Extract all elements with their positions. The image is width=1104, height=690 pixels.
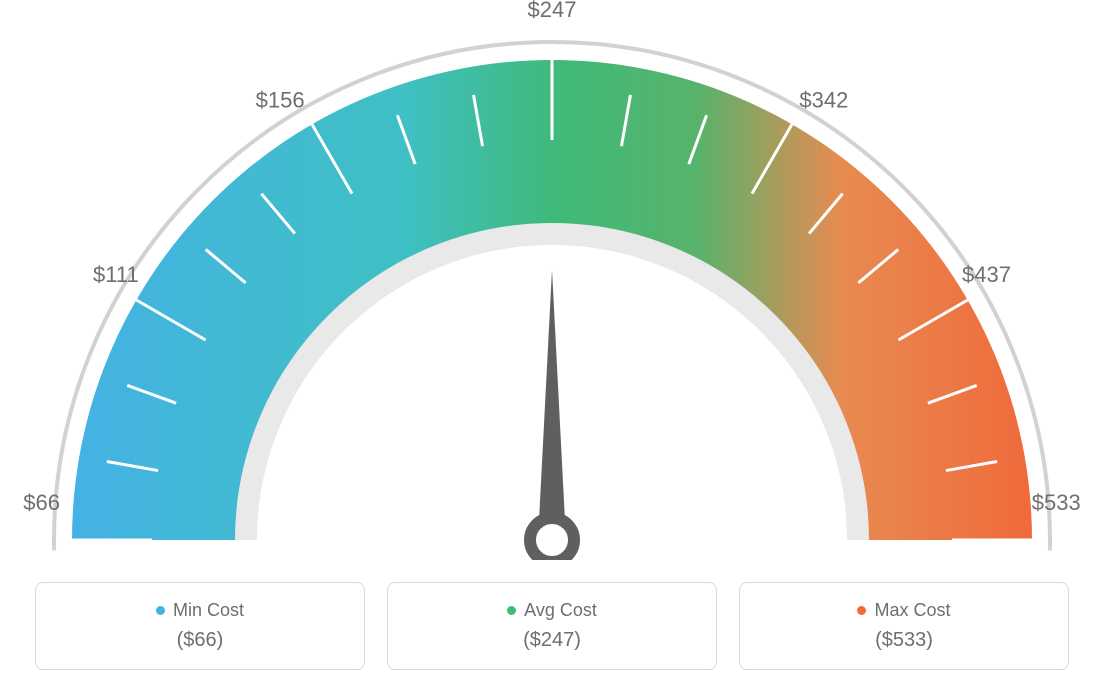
min-cost-card: Min Cost ($66)	[35, 582, 365, 670]
svg-text:$247: $247	[528, 0, 577, 22]
avg-cost-title: Avg Cost	[507, 600, 597, 621]
min-cost-title: Min Cost	[156, 600, 244, 621]
gauge-svg: $66 $111 $156 $247 $342 $437 $533	[22, 0, 1082, 560]
max-dot-icon	[857, 606, 866, 615]
svg-text:$111: $111	[93, 262, 139, 287]
avg-cost-value: ($247)	[523, 629, 581, 652]
summary-row: Min Cost ($66) Avg Cost ($247) Max Cost …	[35, 582, 1069, 670]
max-cost-label: Max Cost	[874, 600, 950, 621]
min-cost-label: Min Cost	[173, 600, 244, 621]
svg-text:$437: $437	[962, 262, 1011, 287]
max-cost-value: ($533)	[875, 629, 933, 652]
min-cost-value: ($66)	[177, 629, 224, 652]
gauge: $66 $111 $156 $247 $342 $437 $533	[22, 0, 1082, 560]
min-dot-icon	[156, 606, 165, 615]
svg-text:$66: $66	[23, 490, 60, 515]
svg-text:$156: $156	[256, 88, 305, 113]
avg-dot-icon	[507, 606, 516, 615]
max-cost-title: Max Cost	[857, 600, 950, 621]
svg-text:$533: $533	[1032, 490, 1081, 515]
avg-cost-label: Avg Cost	[524, 600, 597, 621]
gauge-chart-container: $66 $111 $156 $247 $342 $437 $533 Min Cost ($6…	[0, 0, 1104, 690]
avg-cost-card: Avg Cost ($247)	[387, 582, 717, 670]
max-cost-card: Max Cost ($533)	[739, 582, 1069, 670]
svg-text:$342: $342	[799, 88, 848, 113]
